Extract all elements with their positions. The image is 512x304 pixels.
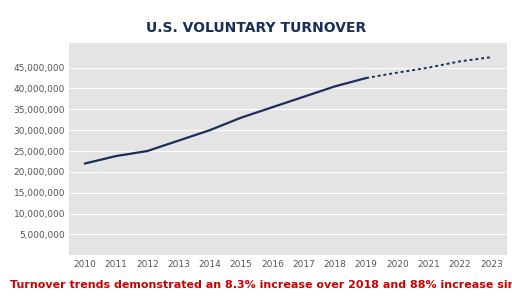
Text: U.S. VOLUNTARY TURNOVER: U.S. VOLUNTARY TURNOVER [146,21,366,35]
Text: Turnover trends demonstrated an 8.3% increase over 2018 and 88% increase since 2: Turnover trends demonstrated an 8.3% inc… [10,280,512,290]
